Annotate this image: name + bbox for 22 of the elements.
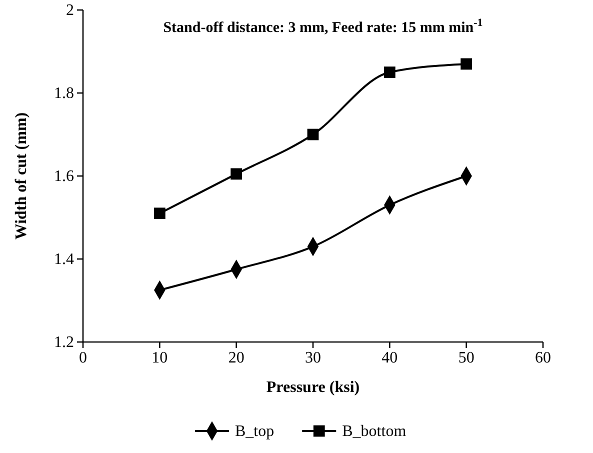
y-tick-label: 2	[66, 2, 74, 20]
point	[384, 66, 396, 78]
point	[460, 58, 472, 70]
x-tick-label: 10	[152, 349, 168, 366]
y-tick-label: 1.4	[54, 251, 74, 268]
x-tick-label: 0	[79, 349, 87, 366]
x-axis-title: Pressure (ksi)	[266, 379, 360, 396]
text: Stand-off distance: 3 mm, Feed rate: 15 mm min$^{-1}$	[163, 17, 483, 36]
y-tick-label: 1.2	[54, 334, 74, 352]
x-tick-label: 60	[535, 349, 551, 366]
legend-label: B_top	[235, 423, 274, 440]
y-axis-title: Width of cut (mm)	[13, 112, 30, 240]
y-tick-label: 1.6	[54, 168, 74, 186]
point	[230, 168, 242, 180]
x-tick-label: 20	[228, 349, 244, 366]
x-tick-label: 30	[305, 349, 321, 366]
y-tick-label: 1.8	[54, 85, 74, 102]
point	[307, 128, 319, 140]
x-tick-label: 40	[382, 349, 398, 366]
legend-label: B_bottom	[342, 423, 407, 440]
x-tick-label: 50	[458, 349, 474, 366]
point	[154, 208, 166, 220]
